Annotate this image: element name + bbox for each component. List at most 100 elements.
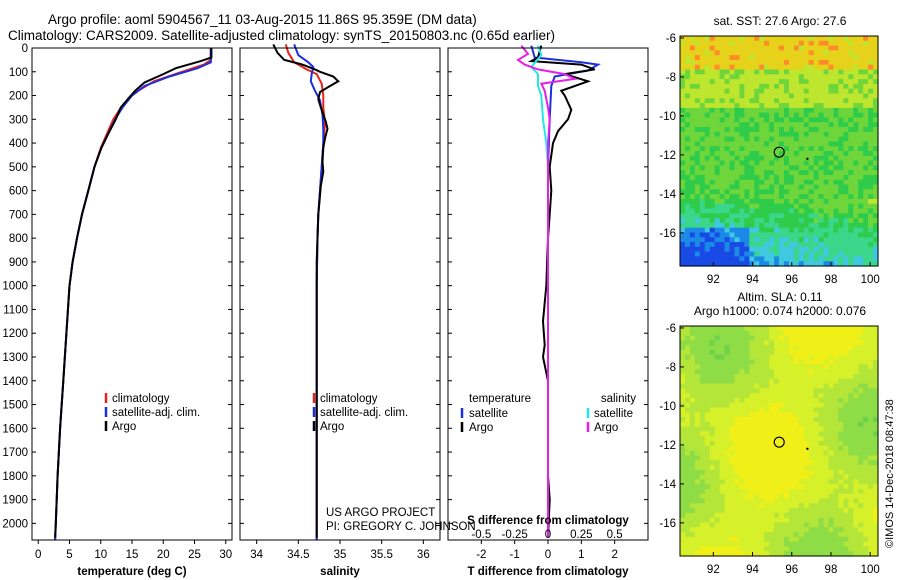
- depth-tick-label: 700: [9, 209, 28, 221]
- title-line-1: Argo profile: aoml 5904567_11 03-Aug-201…: [48, 12, 477, 27]
- depth-tick-label: 600: [9, 186, 28, 198]
- sst_map-xtick-label: 96: [785, 274, 798, 286]
- temperature-line-argo: [54, 48, 213, 538]
- temperature-line-satellite-adj-clim-: [54, 48, 212, 541]
- difference-xtick-label: 1: [578, 549, 584, 561]
- temperature-frame: [31, 47, 233, 541]
- diff-legend-salinity-title: salinity: [601, 393, 636, 405]
- difference-xlabel: T difference from climatology: [467, 566, 629, 578]
- sst_map-xtick-label: 98: [825, 274, 838, 286]
- sla_map-ytick-label: -10: [659, 401, 676, 413]
- sla_map-ytick-label: -14: [659, 479, 676, 491]
- depth-tick-label: 1200: [2, 328, 28, 340]
- salinity-legend-label: Argo: [320, 421, 344, 433]
- depth-tick-label: 900: [9, 257, 28, 269]
- sst_map-frame: [679, 35, 879, 267]
- diff-s-tick-label: 0.25: [570, 529, 592, 541]
- project-annotation: US ARGO PROJECT: [326, 507, 435, 519]
- diff-legend-sal-label: Argo: [594, 422, 618, 434]
- sla_map-track-point: [806, 447, 809, 450]
- temperature-xtick-label: 30: [219, 549, 232, 561]
- difference-line-salinity-argo: [516, 44, 579, 538]
- temperature-xtick-label: 10: [94, 549, 107, 561]
- sst_map-xtick-label: 100: [861, 274, 880, 286]
- depth-tick-label: 300: [9, 114, 28, 126]
- difference-line-temperature-argo: [527, 45, 596, 538]
- difference-xtick-label: -1: [510, 549, 520, 561]
- sst_map-track-point: [806, 157, 809, 160]
- diff-s-tick-label: -0.5: [471, 529, 491, 541]
- depth-tick-label: 1600: [2, 423, 28, 435]
- depth-tick-label: 1900: [2, 495, 28, 507]
- depth-tick-label: 0: [22, 43, 28, 55]
- sst_map-ytick-label: -8: [666, 72, 676, 84]
- sst_map-grid: [680, 36, 879, 267]
- diff-legend-temperature-title: temperature: [469, 393, 531, 405]
- depth-tick-label: 100: [9, 67, 28, 79]
- difference-xtick-label: 0: [545, 549, 551, 561]
- diff-s-tick-label: -0.25: [502, 529, 528, 541]
- sst-map-title: sat. SST: 27.6 Argo: 27.6: [713, 14, 847, 28]
- temperature-legend-label: climatology: [112, 393, 170, 405]
- temperature-line-climatology: [54, 48, 212, 541]
- sla-map-title-line-2: Argo h1000: 0.074 h2000: 0.076: [693, 304, 867, 318]
- sla_map-ytick-label: -8: [666, 362, 676, 374]
- copyright-stamp: ©IMOS 14-Dec-2018 08:47:38: [884, 399, 896, 548]
- sst_map-ytick-label: -12: [659, 150, 676, 162]
- sst_map-ytick-label: -6: [666, 33, 676, 45]
- sla_map-xtick-label: 92: [707, 564, 720, 576]
- salinity-xtick-label: 35.5: [370, 549, 392, 561]
- salinity-legend-label: climatology: [320, 393, 378, 405]
- depth-tick-label: 500: [9, 162, 28, 174]
- depth-tick-label: 1100: [3, 304, 28, 316]
- diff-legend-temp-label: Argo: [469, 422, 493, 434]
- temperature-xtick-label: 25: [188, 549, 201, 561]
- depth-tick-label: 200: [9, 91, 28, 103]
- depth-tick-label: 1000: [2, 281, 28, 293]
- diff-legend-sal-label: satellite: [594, 408, 633, 420]
- salinity-xtick-label: 34.5: [287, 549, 309, 561]
- sla_map-ytick-label: -16: [659, 518, 676, 530]
- salinity-line-argo: [272, 43, 340, 538]
- salinity-frame: [239, 47, 441, 541]
- sst_map-ytick-label: -14: [659, 189, 676, 201]
- salinity-line-satellite-adj-clim-: [293, 44, 325, 540]
- temperature-xtick-label: 15: [126, 549, 139, 561]
- difference-xtick-label: 2: [611, 549, 617, 561]
- sla_map-xtick-label: 100: [861, 564, 880, 576]
- depth-tick-label: 1300: [2, 352, 28, 364]
- sla_map-ytick-label: -6: [666, 323, 676, 335]
- sla_map-xtick-label: 96: [785, 564, 798, 576]
- diff-s-tick-label: 0.5: [607, 529, 623, 541]
- sst_map-xtick-label: 92: [707, 274, 720, 286]
- depth-tick-label: 400: [9, 138, 28, 150]
- sla_map-grid: [680, 326, 879, 557]
- depth-tick-label: 1700: [2, 447, 28, 459]
- depth-tick-label: 800: [9, 233, 28, 245]
- depth-tick-label: 1500: [2, 400, 28, 412]
- salinity-xlabel: salinity: [320, 566, 360, 578]
- depth-tick-label: 1800: [2, 471, 28, 483]
- difference-line-temperature-satellite: [530, 45, 601, 538]
- sla_map-xtick-label: 98: [825, 564, 838, 576]
- temperature-xtick-label: 0: [35, 549, 41, 561]
- sla_map-ytick-label: -12: [659, 440, 676, 452]
- temperature-legend-label: satellite-adj. clim.: [112, 407, 200, 419]
- sla-map-title-line-1: Altim. SLA: 0.11: [737, 290, 823, 304]
- sst_map-xtick-label: 94: [746, 274, 759, 286]
- temperature-xtick-label: 5: [66, 549, 72, 561]
- salinity-xtick-label: 35: [334, 549, 347, 561]
- depth-tick-label: 2000: [2, 518, 28, 530]
- sla_map-xtick-label: 94: [746, 564, 759, 576]
- salinity-xtick-label: 36: [417, 549, 430, 561]
- sst_map-ytick-label: -10: [659, 111, 676, 123]
- salinity-xtick-label: 34: [250, 549, 263, 561]
- salinity-legend-label: satellite-adj. clim.: [320, 407, 408, 419]
- depth-tick-label: 1400: [2, 376, 28, 388]
- project-annotation: PI: GREGORY C. JOHNSON: [326, 521, 476, 533]
- difference-xtick-label: -2: [476, 549, 486, 561]
- diff-legend-temp-label: satellite: [469, 408, 508, 420]
- sla_map-frame: [679, 325, 879, 557]
- diff-s-tick-label: 0: [545, 529, 551, 541]
